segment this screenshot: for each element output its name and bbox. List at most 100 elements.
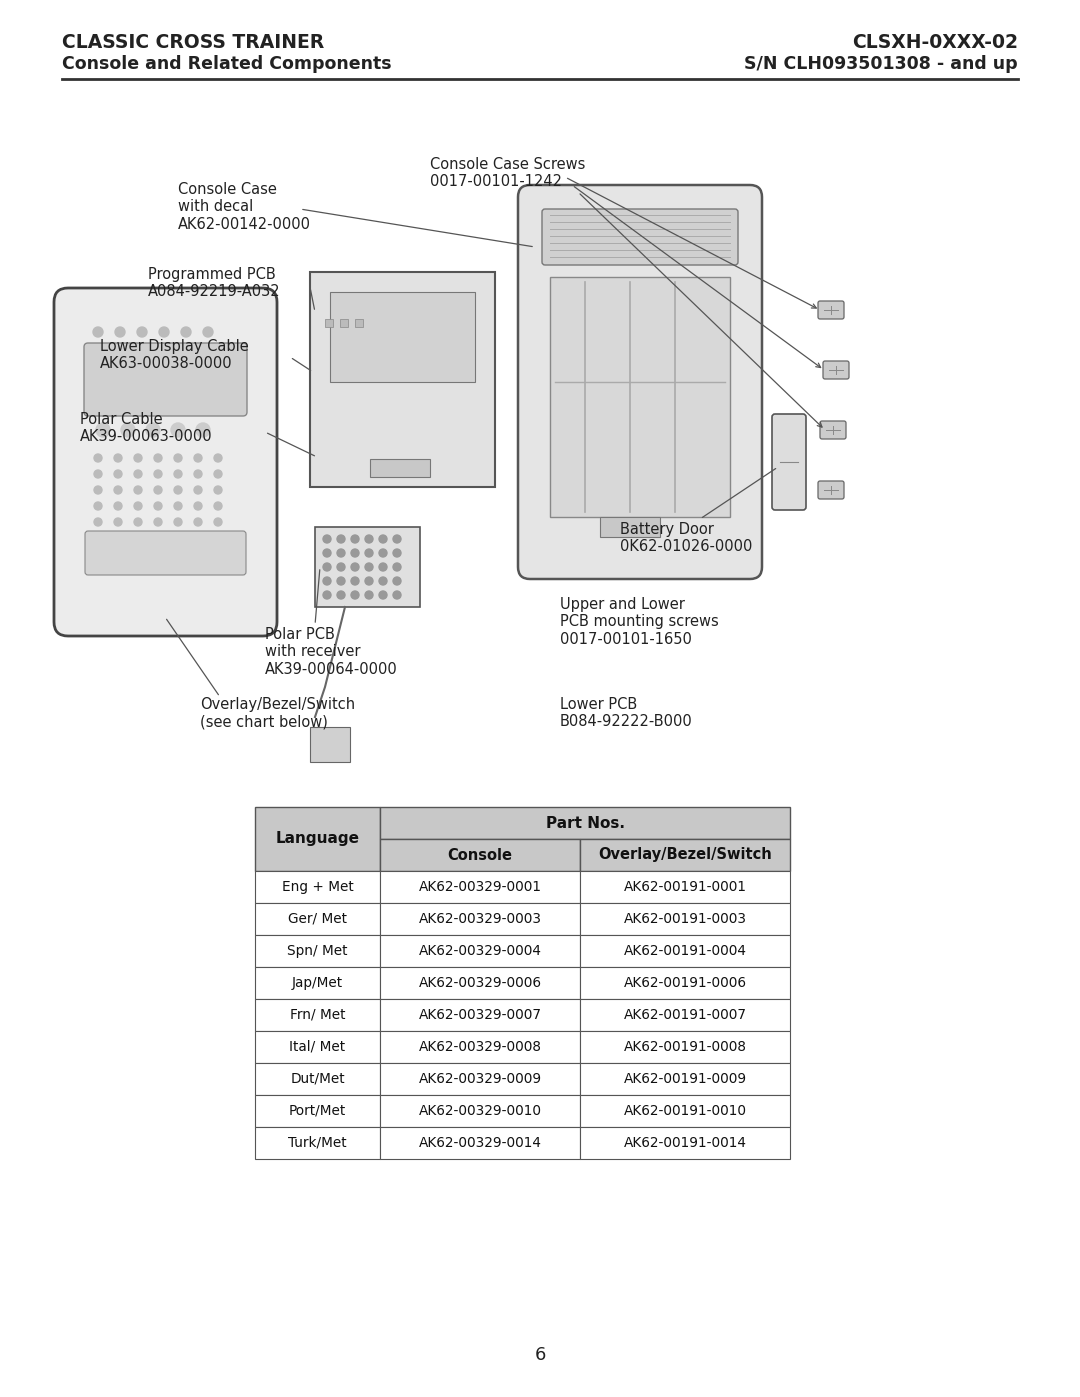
- Circle shape: [214, 469, 222, 478]
- Circle shape: [365, 577, 373, 585]
- Circle shape: [365, 591, 373, 599]
- Circle shape: [379, 549, 387, 557]
- FancyBboxPatch shape: [54, 288, 276, 636]
- Bar: [380, 1127, 580, 1160]
- Bar: [315, 527, 420, 608]
- Circle shape: [154, 518, 162, 527]
- Circle shape: [393, 549, 401, 557]
- Text: AK62-00329-0009: AK62-00329-0009: [418, 1071, 541, 1085]
- FancyBboxPatch shape: [818, 481, 843, 499]
- Circle shape: [154, 502, 162, 510]
- Bar: [255, 1031, 380, 1063]
- Circle shape: [323, 535, 330, 543]
- Bar: [600, 517, 660, 536]
- Text: AK62-00191-0006: AK62-00191-0006: [623, 977, 746, 990]
- Text: CLSXH-0XXX-02: CLSXH-0XXX-02: [852, 32, 1018, 52]
- Bar: [380, 1063, 580, 1095]
- Circle shape: [351, 549, 359, 557]
- Circle shape: [351, 563, 359, 571]
- Text: AK62-00329-0014: AK62-00329-0014: [419, 1136, 541, 1150]
- Text: AK62-00191-0010: AK62-00191-0010: [623, 1104, 746, 1118]
- Text: Spn/ Met: Spn/ Met: [287, 944, 348, 958]
- Circle shape: [194, 454, 202, 462]
- Text: Console Case Screws
0017-00101-1242: Console Case Screws 0017-00101-1242: [430, 156, 585, 190]
- Text: AK62-00191-0004: AK62-00191-0004: [623, 944, 746, 958]
- Text: Port/Met: Port/Met: [288, 1104, 346, 1118]
- Bar: [380, 1031, 580, 1063]
- Bar: [380, 840, 580, 870]
- Bar: [580, 1063, 789, 1095]
- Bar: [580, 1095, 789, 1127]
- Text: 6: 6: [535, 1345, 545, 1363]
- Circle shape: [146, 423, 160, 437]
- Circle shape: [323, 549, 330, 557]
- Text: Ital/ Met: Ital/ Met: [289, 1039, 346, 1053]
- Text: Turk/Met: Turk/Met: [288, 1136, 347, 1150]
- Circle shape: [174, 502, 183, 510]
- Text: AK62-00191-0008: AK62-00191-0008: [623, 1039, 746, 1053]
- Circle shape: [114, 454, 122, 462]
- FancyBboxPatch shape: [85, 531, 246, 576]
- Circle shape: [94, 518, 102, 527]
- Circle shape: [323, 577, 330, 585]
- Text: AK62-00191-0007: AK62-00191-0007: [623, 1009, 746, 1023]
- Circle shape: [351, 535, 359, 543]
- Bar: [580, 840, 789, 870]
- Text: Battery Door
0K62-01026-0000: Battery Door 0K62-01026-0000: [620, 522, 753, 555]
- Circle shape: [203, 327, 213, 337]
- Circle shape: [94, 502, 102, 510]
- Bar: [325, 319, 333, 327]
- Circle shape: [134, 502, 141, 510]
- FancyBboxPatch shape: [542, 210, 738, 265]
- Circle shape: [393, 563, 401, 571]
- Circle shape: [351, 591, 359, 599]
- Bar: [380, 902, 580, 935]
- Text: Programmed PCB
A084-92219-A032: Programmed PCB A084-92219-A032: [148, 267, 281, 299]
- Text: Console Case
with decal
AK62-00142-0000: Console Case with decal AK62-00142-0000: [178, 182, 311, 232]
- Bar: [380, 935, 580, 967]
- Circle shape: [337, 563, 345, 571]
- Circle shape: [195, 423, 210, 437]
- Text: AK62-00191-0014: AK62-00191-0014: [623, 1136, 746, 1150]
- Circle shape: [114, 518, 122, 527]
- Circle shape: [114, 502, 122, 510]
- FancyBboxPatch shape: [772, 414, 806, 510]
- Circle shape: [194, 502, 202, 510]
- Circle shape: [379, 591, 387, 599]
- Circle shape: [379, 535, 387, 543]
- FancyBboxPatch shape: [820, 420, 846, 439]
- Bar: [255, 870, 380, 902]
- Bar: [380, 807, 789, 840]
- Text: AK62-00329-0008: AK62-00329-0008: [419, 1039, 541, 1053]
- Text: AK62-00191-0003: AK62-00191-0003: [623, 912, 746, 926]
- FancyBboxPatch shape: [818, 300, 843, 319]
- Text: AK62-00191-0009: AK62-00191-0009: [623, 1071, 746, 1085]
- Text: AK62-00329-0010: AK62-00329-0010: [419, 1104, 541, 1118]
- Bar: [580, 1031, 789, 1063]
- Circle shape: [154, 469, 162, 478]
- Text: CLASSIC CROSS TRAINER: CLASSIC CROSS TRAINER: [62, 32, 324, 52]
- Bar: [255, 1127, 380, 1160]
- Bar: [370, 460, 430, 476]
- Text: Language: Language: [275, 831, 360, 847]
- Bar: [580, 1127, 789, 1160]
- Circle shape: [351, 577, 359, 585]
- Circle shape: [214, 486, 222, 495]
- Circle shape: [337, 535, 345, 543]
- Circle shape: [96, 423, 110, 437]
- Bar: [580, 967, 789, 999]
- Circle shape: [94, 454, 102, 462]
- Circle shape: [379, 563, 387, 571]
- Bar: [255, 967, 380, 999]
- Bar: [380, 967, 580, 999]
- Circle shape: [94, 469, 102, 478]
- Text: Overlay/Bezel/Switch
(see chart below): Overlay/Bezel/Switch (see chart below): [200, 697, 355, 729]
- Bar: [255, 902, 380, 935]
- Bar: [310, 726, 350, 761]
- Text: Overlay/Bezel/Switch: Overlay/Bezel/Switch: [598, 848, 772, 862]
- Bar: [255, 807, 380, 870]
- Circle shape: [154, 486, 162, 495]
- Circle shape: [323, 563, 330, 571]
- Bar: [310, 272, 495, 488]
- Text: AK62-00329-0007: AK62-00329-0007: [419, 1009, 541, 1023]
